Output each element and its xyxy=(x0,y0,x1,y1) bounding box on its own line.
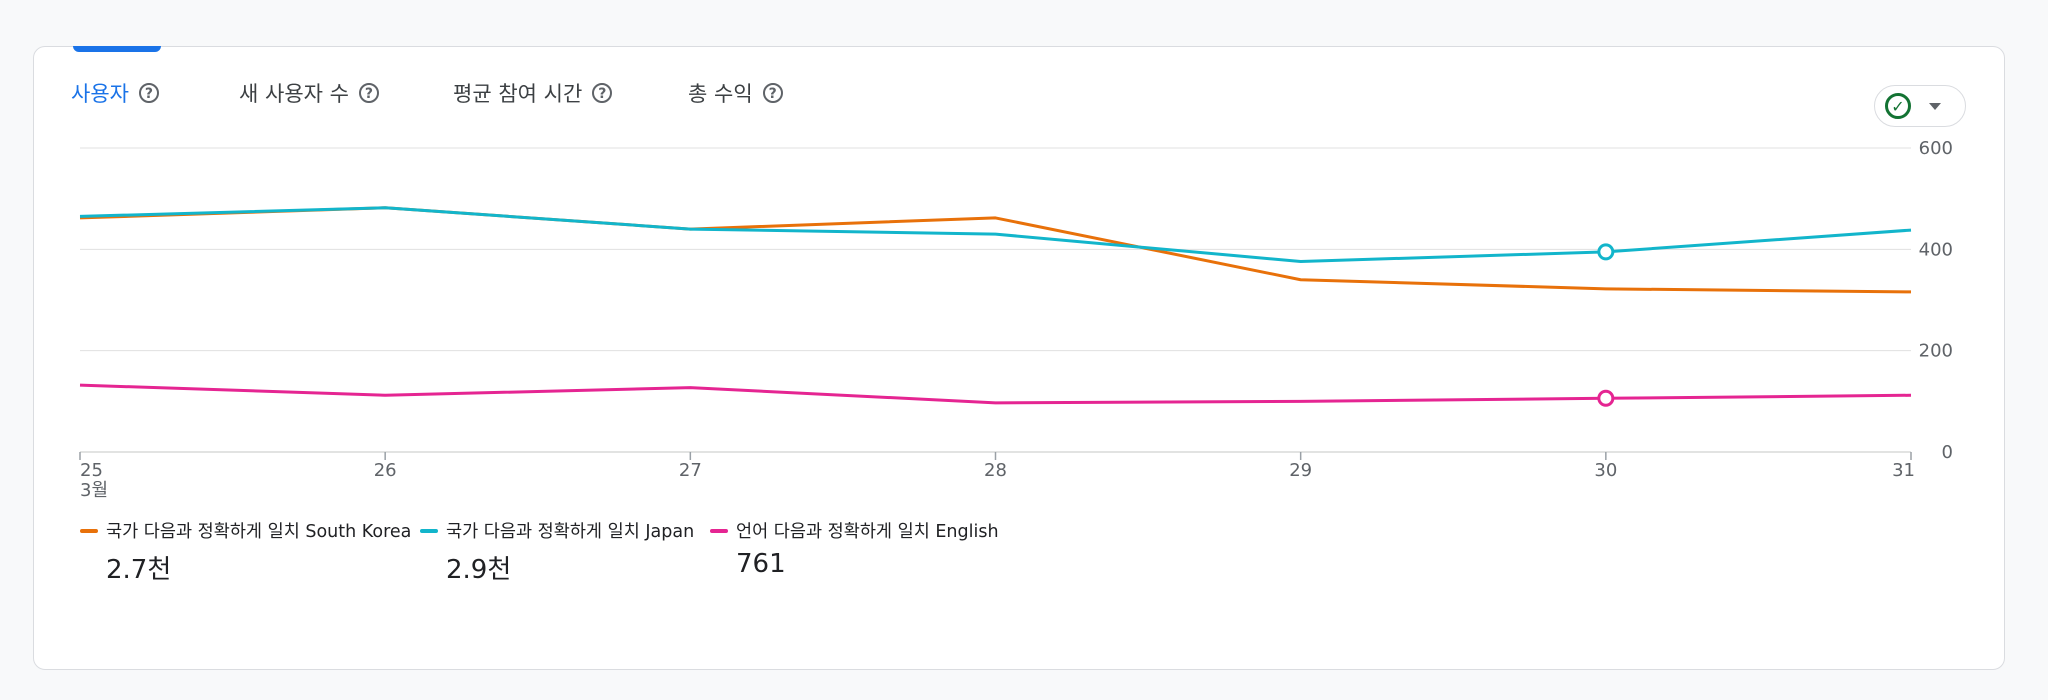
y-tick-label: 0 xyxy=(1942,442,1953,463)
x-month-label: 3월 xyxy=(80,480,108,500)
help-icon[interactable]: ? xyxy=(762,83,783,103)
legend-item-english[interactable]: 언어 다음과 정확하게 일치 English 761 xyxy=(710,518,999,579)
series-line xyxy=(79,383,1912,405)
x-tick-label: 31 xyxy=(1892,460,1915,481)
tab-avg-engagement-label: 평균 참여 시간 xyxy=(453,82,583,106)
legend-swatch xyxy=(420,528,438,533)
y-tick-label: 400 xyxy=(1919,239,1953,260)
x-tick-label: 30 xyxy=(1594,460,1617,481)
help-icon[interactable]: ? xyxy=(138,83,159,103)
legend-label-text: 국가 다음과 정확하게 일치 Japan xyxy=(446,522,695,542)
active-tab-indicator xyxy=(73,46,161,52)
x-tick-label: 25 xyxy=(80,460,103,481)
tab-total-revenue[interactable]: 총 수익 ? xyxy=(688,78,783,108)
legend-total-value: 2.9천 xyxy=(446,555,512,585)
legend-total-value: 2.7천 xyxy=(106,555,172,585)
chevron-down-icon xyxy=(1929,102,1941,110)
legend-label-text: 언어 다음과 정확하게 일치 English xyxy=(736,522,999,542)
legend-label-text: 국가 다음과 정확하게 일치 South Korea xyxy=(106,522,412,542)
compare-dropdown-button[interactable]: ✓ xyxy=(1874,85,1966,127)
legend-item-south-korea[interactable]: 국가 다음과 정확하게 일치 South Korea 2.7천 xyxy=(80,518,411,586)
legend-total-value: 761 xyxy=(736,549,786,579)
y-tick-label: 200 xyxy=(1919,341,1953,362)
line-chart: 0 200 400 600 25 26 27 28 29 30 31 3월 xyxy=(79,138,1953,500)
tab-new-users[interactable]: 새 사용자 수 ? xyxy=(239,78,379,108)
help-icon[interactable]: ? xyxy=(358,83,379,103)
tab-avg-engagement[interactable]: 평균 참여 시간 ? xyxy=(453,78,613,108)
tab-new-users-label: 새 사용자 수 xyxy=(239,82,349,106)
legend-item-japan[interactable]: 국가 다음과 정확하게 일치 Japan 2.9천 xyxy=(420,518,694,586)
series-line xyxy=(79,206,1912,263)
x-tick-label: 26 xyxy=(374,460,397,481)
legend-swatch xyxy=(80,528,98,533)
chart-card xyxy=(33,46,2005,670)
check-circle-icon: ✓ xyxy=(1885,93,1911,119)
legend-swatch xyxy=(710,528,728,533)
highlight-point xyxy=(1597,243,1615,261)
tab-users-label: 사용자 xyxy=(71,82,129,106)
tab-total-revenue-label: 총 수익 xyxy=(688,82,753,106)
y-tick-label: 600 xyxy=(1919,138,1953,159)
x-tick-label: 28 xyxy=(984,460,1007,481)
highlight-point xyxy=(1597,389,1615,407)
x-tick-label: 27 xyxy=(679,460,702,481)
x-tick-label: 29 xyxy=(1289,460,1312,481)
tab-users[interactable]: 사용자 ? xyxy=(71,78,159,108)
help-icon[interactable]: ? xyxy=(592,83,613,103)
